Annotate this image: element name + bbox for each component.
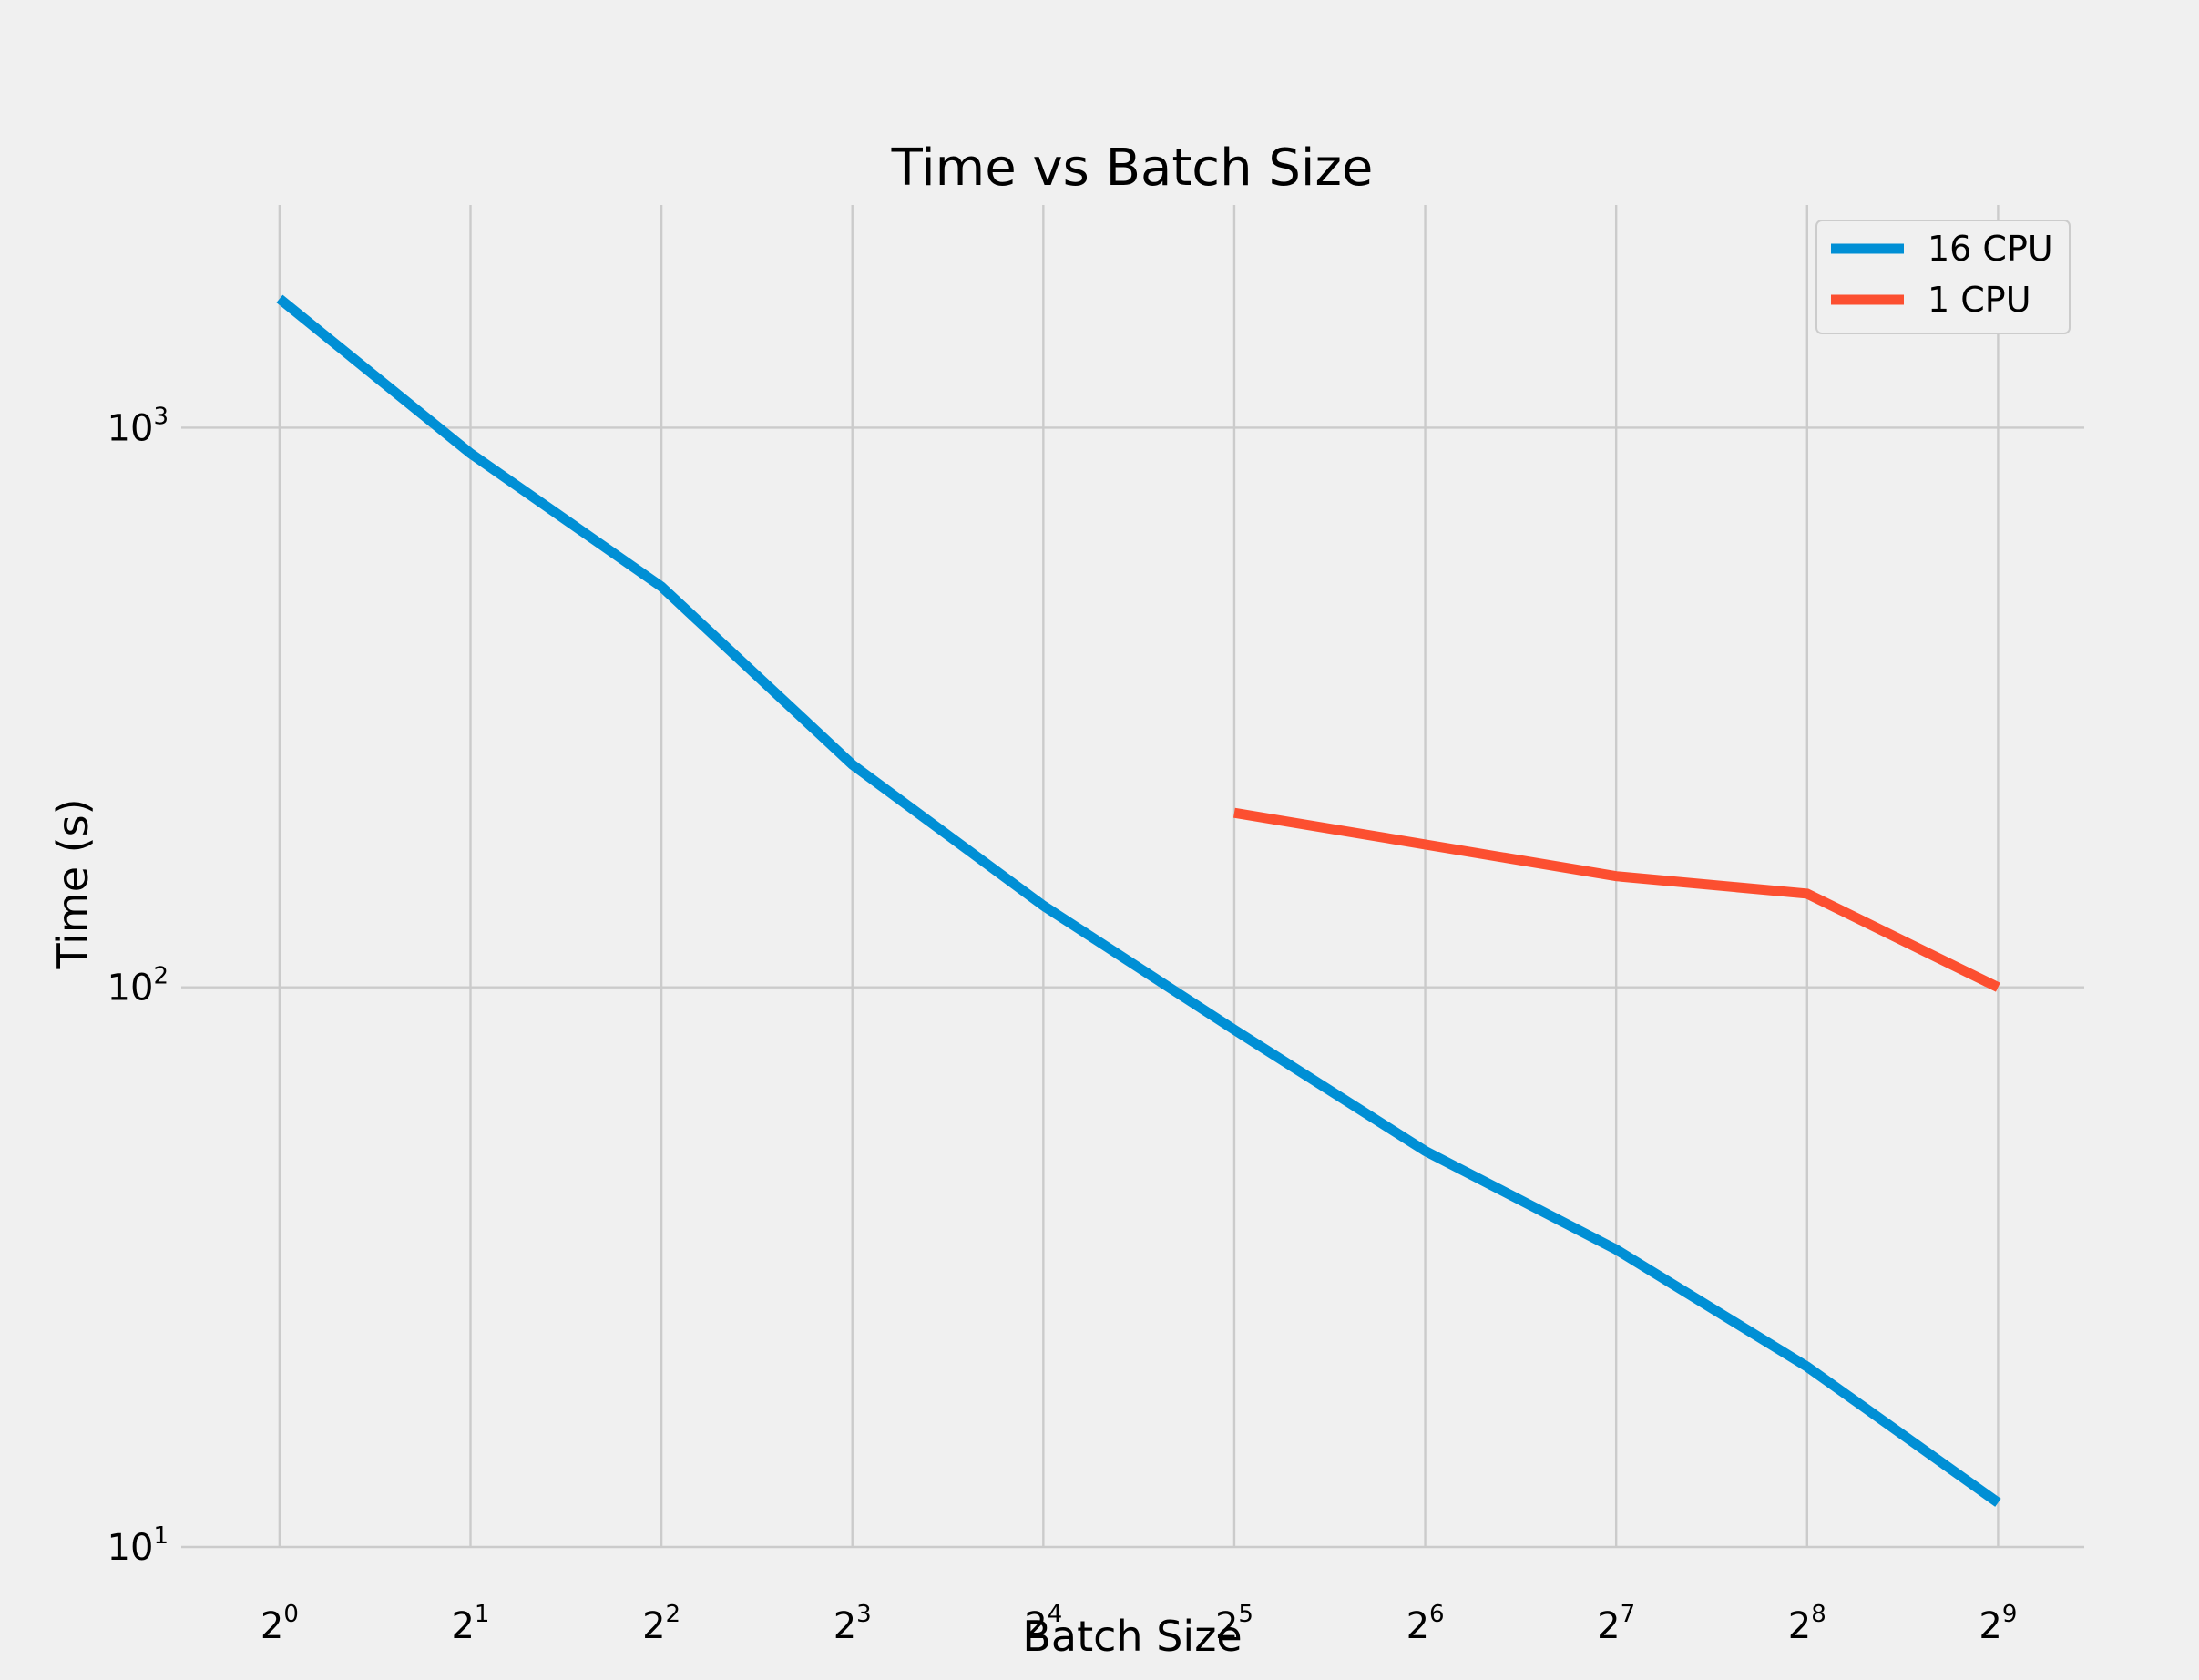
x-tick-exponent: 5: [1238, 1601, 1253, 1628]
series-line-1-cpu: [1233, 807, 2000, 992]
x-tick-label: 24: [1024, 1601, 1062, 1647]
y-tick-base: 10: [107, 968, 154, 1009]
y-tick-label: 101: [107, 1522, 169, 1569]
x-tick-base: 2: [1024, 1605, 1047, 1647]
x-tick-label: 23: [834, 1601, 872, 1647]
series-line-16-cpu: [276, 294, 2001, 1507]
grid: [181, 205, 2084, 1549]
x-tick-label: 28: [1788, 1601, 1826, 1647]
x-tick-exponent: 0: [283, 1601, 299, 1628]
x-tick-base: 2: [1979, 1605, 2001, 1647]
x-axis-label: Batch Size: [1022, 1612, 1242, 1661]
x-tick-exponent: 6: [1429, 1601, 1445, 1628]
x-tick-exponent: 8: [1811, 1601, 1826, 1628]
x-tick-exponent: 2: [666, 1601, 681, 1628]
series-layer: [276, 294, 2001, 1507]
x-tick-exponent: 7: [1621, 1601, 1636, 1628]
x-tick-label: 20: [261, 1601, 299, 1647]
x-tick-base: 2: [1597, 1605, 1620, 1647]
x-tick-base: 2: [1215, 1605, 1238, 1647]
x-tick-exponent: 1: [475, 1601, 490, 1628]
x-tick-label: 26: [1406, 1601, 1445, 1647]
legend: 16 CPU 1 CPU: [1815, 220, 2071, 334]
y-axis-label: Time (s): [48, 798, 97, 969]
chart-title: Time vs Batch Size: [891, 138, 1374, 198]
x-tick-label: 29: [1979, 1601, 2017, 1647]
x-tick-base: 2: [642, 1605, 665, 1647]
y-tick-label: 103: [107, 403, 169, 449]
y-tick-base: 10: [107, 407, 154, 449]
y-tick-exponent: 3: [153, 403, 169, 430]
y-tick-exponent: 2: [153, 963, 169, 990]
x-tick-base: 2: [261, 1605, 283, 1647]
x-tick-label: 27: [1597, 1601, 1635, 1647]
x-tick-base: 2: [451, 1605, 474, 1647]
x-tick-base: 2: [834, 1605, 856, 1647]
x-tick-label: 21: [451, 1601, 489, 1647]
legend-label-1-cpu: 1 CPU: [1928, 280, 2031, 320]
x-tick-label: 25: [1215, 1601, 1253, 1647]
x-tick-label: 22: [642, 1601, 680, 1647]
y-tick-label: 102: [107, 963, 169, 1009]
x-tick-exponent: 3: [856, 1601, 872, 1628]
y-tick-base: 10: [107, 1527, 154, 1569]
x-tick-exponent: 9: [2002, 1601, 2018, 1628]
x-tick-labels: 20 21 22 23 24 25 26 27 28 29: [261, 1601, 2018, 1647]
x-tick-base: 2: [1406, 1605, 1429, 1647]
y-tick-exponent: 1: [153, 1522, 169, 1550]
x-tick-base: 2: [1788, 1605, 1811, 1647]
legend-label-16-cpu: 16 CPU: [1928, 229, 2053, 269]
x-tick-exponent: 4: [1048, 1601, 1063, 1628]
